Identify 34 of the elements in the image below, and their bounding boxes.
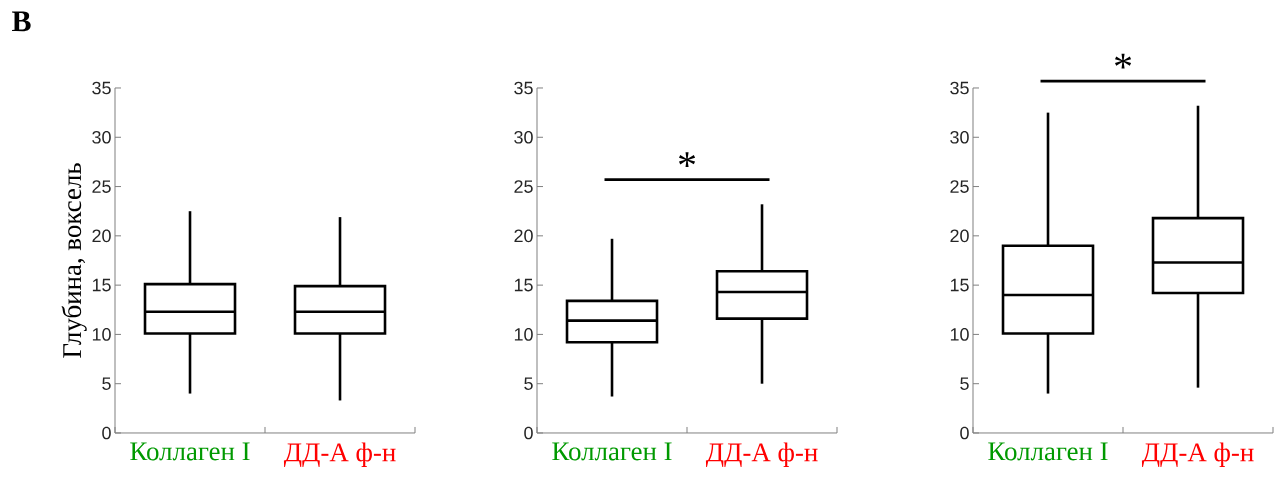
y-tick-label: 30 <box>514 130 533 144</box>
y-tick-label: 10 <box>92 328 111 341</box>
annotation: * <box>679 152 696 167</box>
x-tick-label: Коллаген I <box>988 442 1108 461</box>
y-tick-label: 25 <box>92 180 111 193</box>
chart-title: B <box>12 11 31 32</box>
x-tick-label: ДД-А ф-н <box>705 442 818 467</box>
y-tick-label: 5 <box>102 377 111 390</box>
y-tick-label: 20 <box>92 229 111 243</box>
y-tick-label: 35 <box>514 81 533 95</box>
text: * <box>1115 53 1132 69</box>
y-tick-label: 10 <box>950 328 969 341</box>
y-tick-label: 15 <box>92 278 111 292</box>
y-tick-label: 15 <box>950 278 969 292</box>
y-tick-label: 10 <box>514 328 533 341</box>
x-tick-label: ДД-А ф-н <box>283 442 396 467</box>
y-tick-label: 30 <box>950 130 969 144</box>
y-tick-label: 25 <box>514 180 533 193</box>
y-tick-label: 25 <box>950 180 969 193</box>
y-tick-label: 35 <box>950 81 969 95</box>
x-tick-label: Коллаген I <box>130 442 250 461</box>
y-tick-label: 35 <box>92 81 111 95</box>
y-tick-label: 15 <box>514 278 533 292</box>
x-tick-label: Коллаген I <box>552 442 672 461</box>
y-tick-label: 30 <box>92 130 111 144</box>
y-tick-label: 5 <box>524 377 533 390</box>
y-tick-label: 5 <box>960 377 969 390</box>
y-tick-label: 20 <box>514 229 533 243</box>
x-tick-label: ДД-А ф-н <box>1141 442 1254 467</box>
y-tick-label: 0 <box>960 426 969 440</box>
y-tick-label: 0 <box>102 426 111 440</box>
y-tick-label: 20 <box>950 229 969 243</box>
y-tick-label: 0 <box>524 426 533 440</box>
y-axis-title: Глубина, воксель <box>61 163 87 358</box>
